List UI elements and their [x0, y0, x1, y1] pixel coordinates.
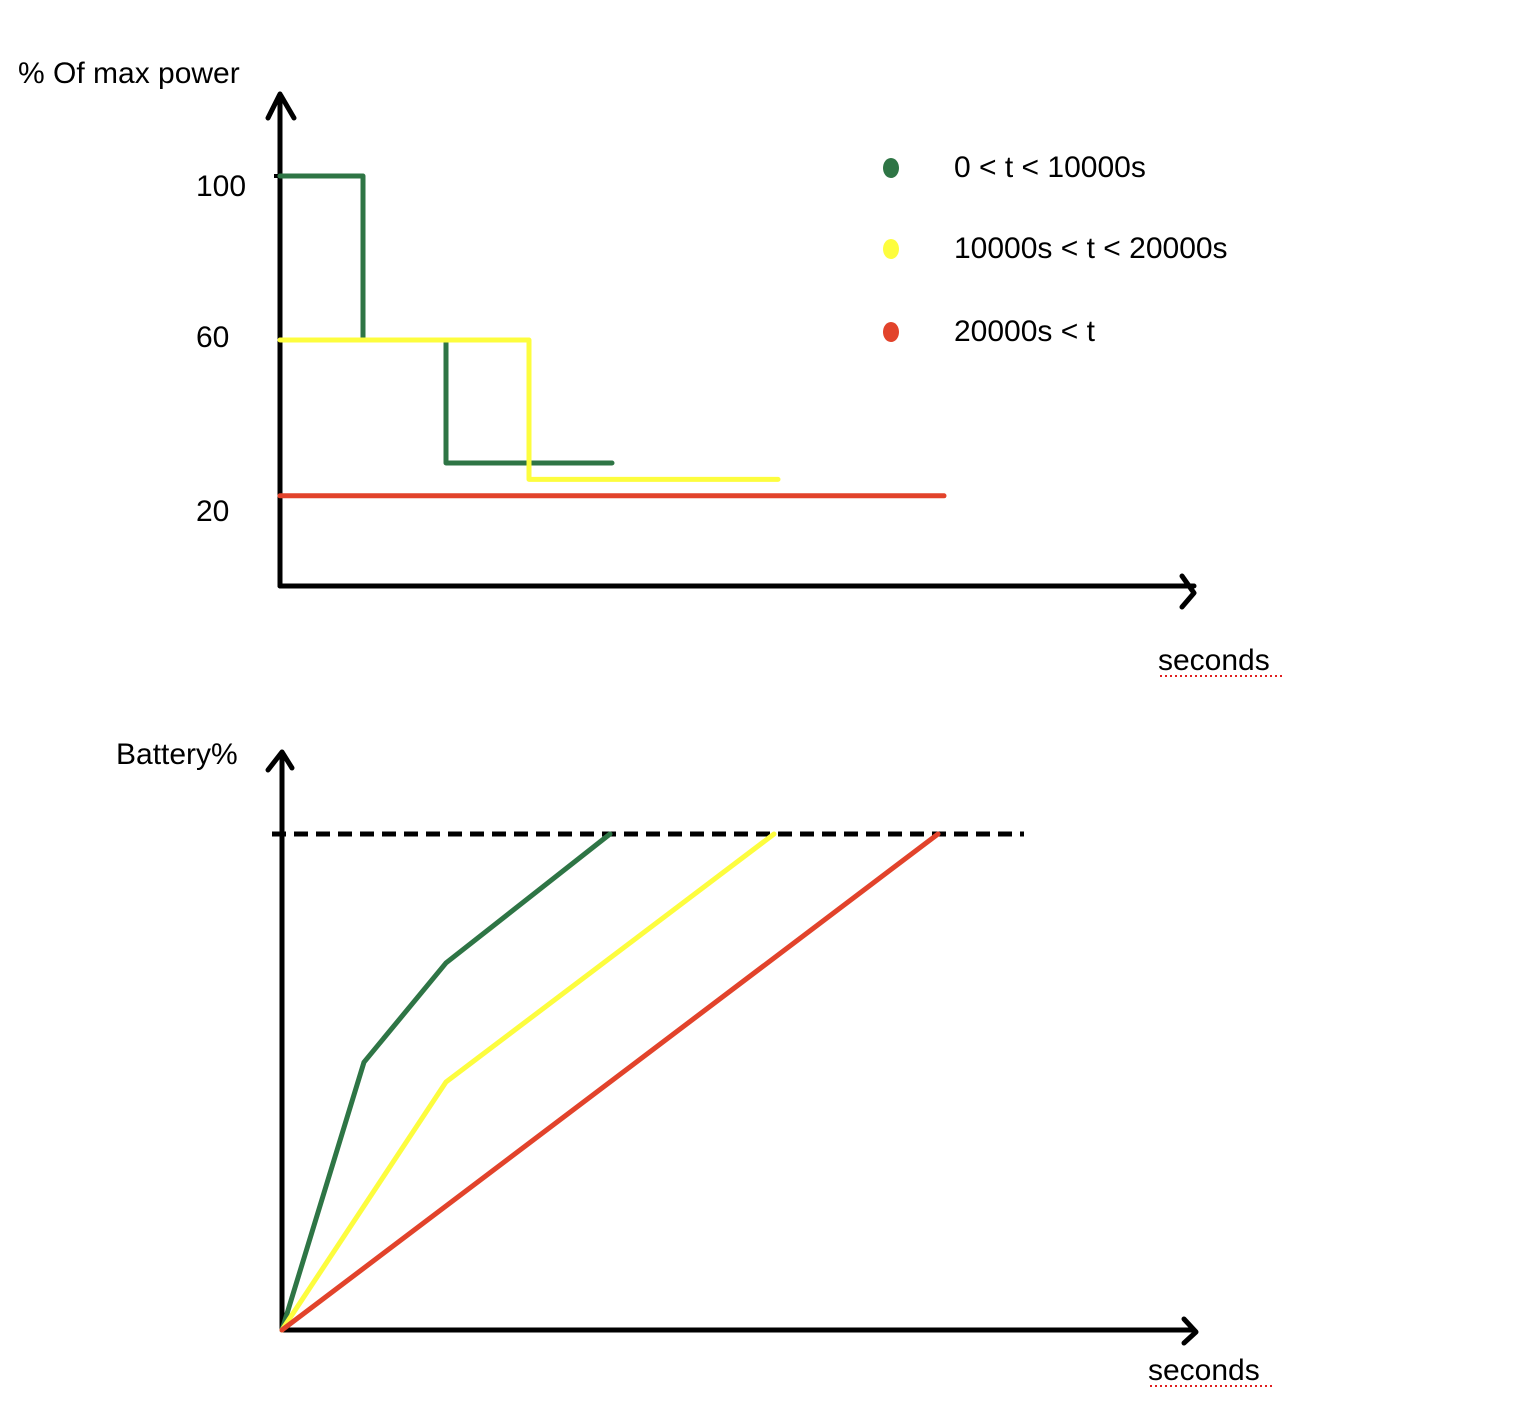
battery-chart: Battery% seconds: [116, 738, 1272, 1387]
power-series-line-1: [277, 173, 615, 466]
power-y-tick-label-20: 20: [196, 495, 229, 528]
power-y-tick-label-60: 60: [196, 321, 229, 354]
legend-label-1: 0 < t < 10000s: [954, 151, 1146, 184]
power-legend: 0 < t < 10000s 10000s < t < 20000s 20000s …: [883, 151, 1228, 348]
power-y-tick-label-100: 100: [196, 170, 246, 203]
battery-series-line-1: [279, 831, 613, 1333]
battery-x-axis-label: seconds: [1148, 1354, 1260, 1387]
legend-marker-1: [883, 158, 899, 178]
legend-label-2: 10000s < t < 20000s: [954, 232, 1228, 265]
power-x-axis-label: seconds: [1158, 644, 1270, 677]
power-chart: % Of max power 100 60 20 seconds 0 < t <…: [18, 57, 1282, 677]
battery-series-line-2: [279, 831, 777, 1333]
power-x-axis: [277, 573, 1197, 610]
battery-y-axis-label: Battery%: [116, 738, 238, 771]
legend-marker-2: [883, 239, 899, 259]
battery-x-axis: [279, 1316, 1199, 1346]
battery-y-axis: [265, 749, 295, 1333]
power-series-line-2: [277, 337, 781, 482]
battery-series-group: [279, 831, 941, 1333]
power-series-group: [277, 173, 947, 499]
legend-marker-3: [883, 322, 899, 342]
legend-label-3: 20000s < t: [954, 315, 1096, 348]
power-y-axis-label: % Of max power: [18, 57, 240, 90]
battery-series-line-3: [279, 831, 941, 1333]
